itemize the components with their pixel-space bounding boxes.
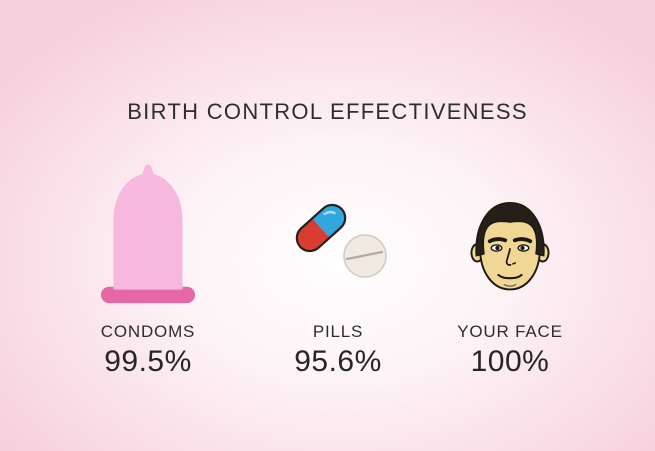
item-your-face: YOUR FACE 100% [415, 163, 605, 379]
your-face-label: YOUR FACE [457, 322, 563, 341]
pills-icon-area [243, 163, 433, 311]
condoms-label: CONDOMS [100, 322, 196, 341]
pills-icon [272, 190, 404, 295]
page-title: BIRTH CONTROL EFFECTIVENESS [127, 99, 528, 124]
item-pills: PILLS 95.6% [243, 163, 433, 379]
condom-icon [100, 160, 196, 311]
condom-icon-area [53, 163, 243, 311]
pills-value: 95.6% [294, 345, 382, 378]
face-icon-area [415, 163, 605, 311]
face-icon [459, 195, 561, 306]
item-condoms: CONDOMS 99.5% [53, 163, 243, 379]
your-face-value: 100% [470, 345, 550, 378]
condoms-value: 99.5% [104, 345, 192, 378]
pills-label: PILLS [312, 322, 364, 341]
